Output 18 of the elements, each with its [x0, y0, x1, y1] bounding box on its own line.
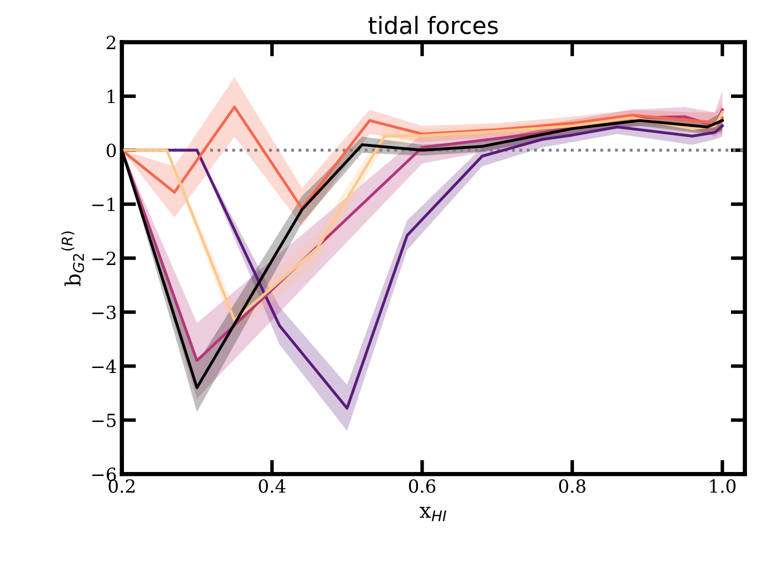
- x-tick-label: 0.8: [559, 479, 586, 493]
- x-tick-label: 0.2: [108, 479, 134, 493]
- y-tick-label: −4: [92, 360, 116, 373]
- line-series: [122, 106, 724, 210]
- x-tick-label: 0.4: [258, 479, 286, 493]
- y-tick-label: −3: [92, 306, 116, 320]
- y-tick-label: −6: [92, 468, 116, 482]
- x-tick-label: 0.6: [408, 479, 436, 493]
- x-tick-label: 1.0: [710, 479, 736, 493]
- y-tick-label: −5: [92, 414, 116, 428]
- y-axis-title: b$_{G2}$$^{(R)}$: [61, 232, 84, 286]
- x-axis-title: x$_{HI}$: [420, 506, 446, 522]
- chart-title: tidal forces: [368, 16, 498, 34]
- y-tick-label: 1: [108, 90, 114, 104]
- y-tick-label: −2: [92, 252, 116, 265]
- y-tick-label: −1: [92, 198, 114, 212]
- y-tick-label: 0: [106, 144, 116, 158]
- y-tick-label: 2: [106, 36, 116, 50]
